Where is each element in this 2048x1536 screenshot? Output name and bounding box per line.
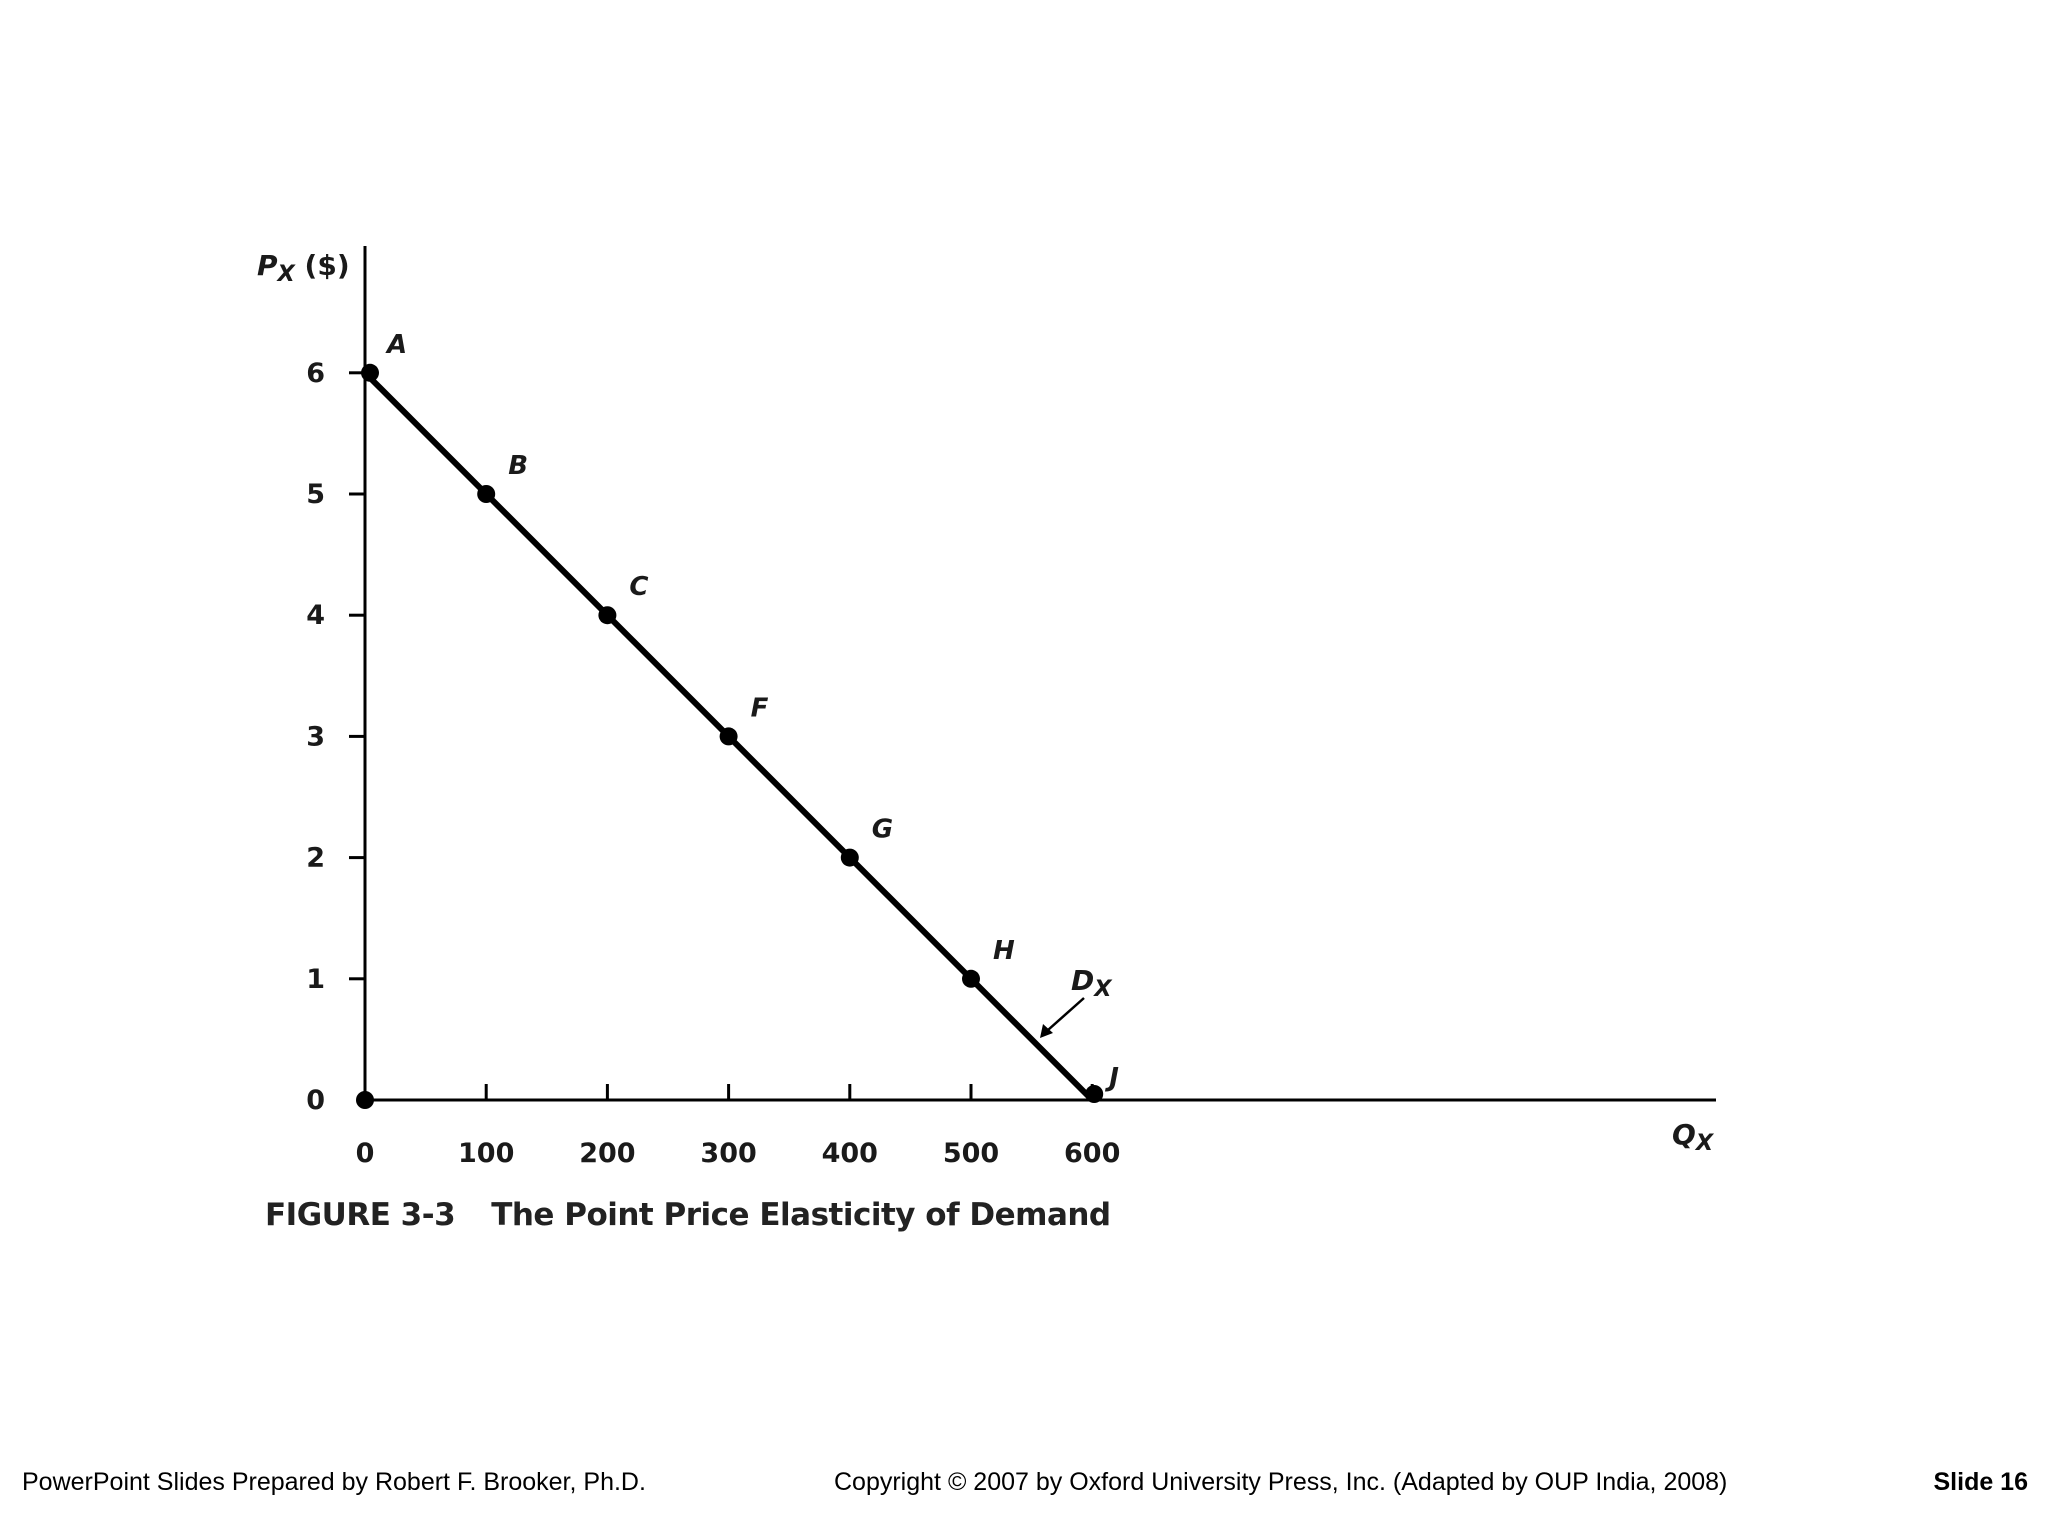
- y-tick-label: 6: [306, 358, 325, 389]
- x-tick-label: 500: [943, 1138, 999, 1169]
- point-label-h: H: [993, 936, 1015, 966]
- point-label-g: G: [872, 815, 893, 845]
- point-h: [962, 969, 980, 988]
- x-tick-label: 0: [356, 1138, 375, 1169]
- point-label-j: J: [1104, 1063, 1119, 1093]
- curve-label-arrow: [1047, 997, 1085, 1031]
- y-tick-label: 2: [306, 843, 325, 874]
- point-c: [598, 606, 617, 625]
- point-label-c: C: [629, 572, 648, 602]
- y-tick-label: 0: [306, 1085, 325, 1116]
- x-tick-label: 300: [700, 1138, 756, 1169]
- point-f: [719, 727, 738, 746]
- y-tick-label: 1: [306, 964, 325, 995]
- y-tick-label: 4: [306, 600, 325, 631]
- footer-copyright: Copyright © 2007 by Oxford University Pr…: [834, 1468, 1728, 1496]
- figure-caption: FIGURE 3-3 The Point Price Elasticity of …: [265, 1197, 1111, 1233]
- point-g: [840, 848, 859, 867]
- point-label-a: A: [385, 330, 407, 360]
- y-tick-label: 3: [306, 721, 325, 752]
- point-b: [477, 485, 496, 503]
- origin-point: [356, 1091, 374, 1109]
- figure-title: The Point Price Elasticity of Demand: [491, 1197, 1111, 1233]
- demand-curve-label: DX: [1071, 964, 1113, 1002]
- y-axis-title: PX ($): [257, 249, 350, 287]
- y-tick-label: 5: [306, 479, 325, 510]
- point-label-f: F: [751, 693, 769, 723]
- figure-number: FIGURE 3-3: [265, 1197, 456, 1233]
- point-label-b: B: [508, 451, 528, 481]
- x-tick-label: 200: [579, 1138, 635, 1169]
- x-tick-label: 600: [1064, 1138, 1120, 1169]
- x-tick-label: 400: [822, 1138, 878, 1169]
- x-tick-label: 100: [458, 1138, 514, 1169]
- point-j: [1085, 1085, 1104, 1103]
- curve-label-arrowhead: [1040, 1024, 1053, 1038]
- point-a: [361, 363, 379, 382]
- x-axis-title: QX: [1672, 1118, 1715, 1156]
- footer-author: PowerPoint Slides Prepared by Robert F. …: [22, 1468, 646, 1496]
- footer-slide-number: Slide 16: [1933, 1468, 2029, 1496]
